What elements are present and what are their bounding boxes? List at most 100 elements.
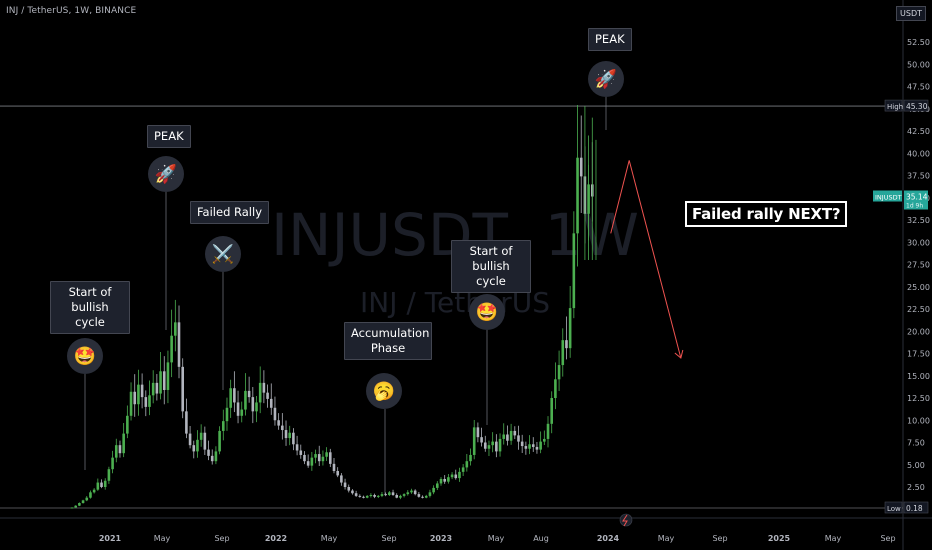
candle-body: [210, 455, 214, 462]
price-tick-label: 42.50: [907, 127, 930, 136]
price-tick-label: 47.50: [907, 83, 930, 92]
candle-body: [554, 379, 557, 398]
candle-body: [351, 490, 354, 494]
candle-body: [299, 450, 303, 455]
candle-body: [233, 388, 236, 403]
candle-body: [199, 432, 203, 440]
candle-body: [325, 452, 328, 457]
candle-body: [103, 480, 107, 487]
high-label: High: [887, 103, 903, 111]
candle-body: [506, 434, 509, 441]
crossed-swords-icon: ⚔️: [205, 236, 241, 272]
candle-body: [579, 157, 583, 177]
candle-body: [137, 384, 140, 405]
price-tick-label: 22.50: [907, 305, 930, 314]
annotation-start-cycle-2: Start of bullish cycle: [451, 240, 531, 293]
candle-body: [148, 395, 151, 407]
candle-body: [384, 494, 387, 496]
time-tick-label: May: [488, 534, 505, 543]
currency-unit-button[interactable]: USDT: [896, 6, 926, 21]
price-tick-label: 52.50: [907, 38, 930, 47]
price-tick-label: 50.00: [907, 60, 930, 69]
candle-body: [273, 407, 277, 421]
candle-body: [111, 457, 114, 470]
candle-body: [196, 439, 199, 452]
candle-body: [100, 482, 103, 487]
candle-body: [310, 457, 314, 466]
failed-rally-next-callout: Failed rally NEXT?: [685, 201, 848, 227]
candle-body: [218, 430, 221, 452]
candle-body: [140, 384, 144, 398]
candle-body: [413, 490, 417, 495]
candle-body: [410, 490, 413, 493]
candle-body: [317, 454, 321, 462]
candle-body: [539, 441, 542, 450]
candle-body: [513, 430, 517, 436]
candle-body: [373, 495, 376, 497]
time-tick-label: Sep: [712, 534, 727, 543]
time-tick-label: May: [321, 534, 338, 543]
rocket-icon-2: 🚀: [588, 61, 624, 97]
price-tick-label: 12.50: [907, 394, 930, 403]
candle-body: [174, 322, 177, 336]
candle-body: [96, 482, 100, 490]
yawning-face-icon: 🥱: [366, 373, 402, 409]
time-tick-label: 2022: [265, 534, 287, 543]
candle-body: [269, 398, 273, 408]
candle-body: [531, 444, 535, 447]
candle-body: [78, 503, 81, 506]
time-tick-label: 2021: [99, 534, 122, 543]
price-tick-label: 7.50: [907, 439, 925, 448]
candle-body: [133, 391, 137, 405]
current-value: 35.14: [906, 193, 928, 202]
time-tick-label: Aug: [533, 534, 549, 543]
candle-body: [343, 482, 347, 487]
candle-body: [528, 444, 531, 449]
candle-body: [535, 446, 539, 450]
candle-body: [439, 478, 443, 484]
price-tick-label: 20.00: [907, 327, 930, 336]
candle-body: [380, 494, 384, 496]
candle-body: [70, 507, 74, 509]
candle-body: [295, 444, 299, 451]
price-tick-label: 30.00: [907, 238, 930, 247]
candle-body: [365, 495, 369, 498]
candle-body: [487, 445, 491, 449]
time-tick-label: May: [658, 534, 675, 543]
time-tick-label: 2023: [430, 534, 452, 543]
candle-body: [469, 454, 472, 462]
star-eyes-icon-2: 🤩: [469, 294, 505, 330]
candle-body: [391, 492, 395, 496]
candle-body: [550, 398, 553, 424]
candle-body: [561, 340, 565, 366]
candle-body: [166, 362, 170, 390]
candle-body: [354, 493, 358, 496]
candle-body: [480, 437, 483, 443]
candle-body: [214, 451, 218, 462]
candle-body: [170, 335, 173, 363]
low-label-box: [884, 501, 903, 514]
candle-body: [288, 432, 292, 439]
current-countdown: 1d 9h: [906, 203, 923, 210]
candle-body: [557, 365, 561, 380]
candle-body: [369, 495, 373, 497]
candle-body: [89, 492, 92, 498]
candle-body: [447, 477, 450, 482]
price-tick-label: 32.50: [907, 216, 930, 225]
candle-body: [329, 452, 332, 464]
current-value-box: [904, 190, 928, 210]
candle-body: [236, 402, 240, 416]
candle-body: [376, 495, 380, 497]
annotation-peak-1: PEAK: [147, 125, 191, 148]
candle-body: [336, 470, 339, 476]
candle-body: [162, 371, 166, 390]
candle-body: [520, 441, 524, 447]
price-tick-label: 37.50: [907, 172, 930, 181]
time-tick-label: May: [154, 534, 171, 543]
candle-body: [424, 495, 428, 498]
candle-body: [568, 308, 572, 349]
time-tick-label: 2025: [768, 534, 791, 543]
candle-body: [450, 474, 454, 478]
candle-body: [454, 474, 458, 479]
candle-body: [262, 382, 266, 393]
